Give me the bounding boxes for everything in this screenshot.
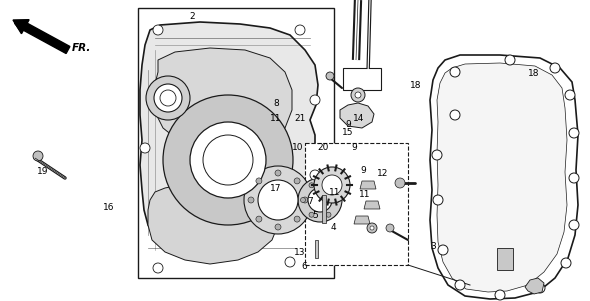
Circle shape — [295, 25, 305, 35]
Text: 7: 7 — [307, 197, 313, 206]
Circle shape — [326, 72, 334, 80]
Text: 9: 9 — [351, 143, 357, 152]
Circle shape — [140, 143, 150, 153]
Circle shape — [310, 95, 320, 105]
Circle shape — [370, 226, 374, 230]
Text: 17: 17 — [270, 184, 282, 193]
Polygon shape — [140, 22, 318, 258]
Circle shape — [294, 216, 300, 222]
Bar — [343, 68, 381, 90]
Circle shape — [326, 183, 331, 188]
Text: 11: 11 — [270, 114, 282, 123]
Text: 9: 9 — [360, 166, 366, 175]
Circle shape — [450, 67, 460, 77]
Circle shape — [256, 178, 262, 184]
Text: 18: 18 — [410, 81, 422, 90]
Text: 21: 21 — [294, 114, 306, 123]
Circle shape — [569, 173, 579, 183]
Circle shape — [153, 25, 163, 35]
Text: 8: 8 — [273, 99, 279, 108]
Circle shape — [505, 55, 515, 65]
Circle shape — [308, 188, 332, 212]
Circle shape — [248, 197, 254, 203]
Circle shape — [309, 183, 314, 188]
Circle shape — [190, 122, 266, 198]
Polygon shape — [148, 183, 278, 264]
Bar — [497, 248, 513, 270]
Circle shape — [160, 90, 176, 106]
Text: 6: 6 — [301, 262, 307, 271]
Circle shape — [300, 197, 306, 203]
Circle shape — [298, 178, 342, 222]
Polygon shape — [354, 216, 370, 224]
Text: 2: 2 — [189, 12, 195, 21]
Circle shape — [535, 283, 545, 293]
Circle shape — [163, 95, 293, 225]
Circle shape — [154, 84, 182, 112]
Text: 13: 13 — [294, 248, 306, 257]
Text: 12: 12 — [376, 169, 388, 178]
Circle shape — [285, 257, 295, 267]
Circle shape — [438, 245, 448, 255]
Circle shape — [275, 170, 281, 176]
Circle shape — [294, 178, 300, 184]
Polygon shape — [430, 55, 578, 299]
Circle shape — [146, 76, 190, 120]
Text: FR.: FR. — [72, 43, 91, 53]
Circle shape — [495, 290, 505, 300]
Circle shape — [203, 135, 253, 185]
Circle shape — [455, 280, 465, 290]
Text: 15: 15 — [342, 128, 354, 137]
Circle shape — [256, 216, 262, 222]
Circle shape — [335, 197, 339, 203]
Text: 9: 9 — [345, 120, 351, 129]
Text: 11: 11 — [359, 190, 371, 199]
Circle shape — [302, 197, 308, 203]
Circle shape — [432, 150, 442, 160]
Text: 18: 18 — [528, 69, 540, 78]
Text: 11: 11 — [329, 188, 341, 197]
Text: 5: 5 — [313, 211, 319, 220]
Text: 4: 4 — [330, 223, 336, 232]
Bar — [305, 143, 408, 265]
Polygon shape — [364, 201, 380, 209]
Text: 16: 16 — [103, 203, 115, 212]
Circle shape — [569, 128, 579, 138]
Polygon shape — [525, 278, 544, 294]
Circle shape — [355, 92, 361, 98]
Polygon shape — [340, 103, 374, 128]
Circle shape — [565, 90, 575, 100]
Circle shape — [395, 178, 405, 188]
Text: 3: 3 — [431, 242, 437, 251]
Circle shape — [450, 110, 460, 120]
Circle shape — [314, 167, 350, 203]
Polygon shape — [437, 63, 567, 292]
Text: 20: 20 — [317, 143, 329, 152]
Circle shape — [33, 151, 43, 161]
Text: 14: 14 — [353, 114, 365, 123]
Polygon shape — [360, 181, 376, 189]
Circle shape — [367, 223, 377, 233]
Circle shape — [550, 63, 560, 73]
Circle shape — [244, 166, 312, 234]
Circle shape — [258, 180, 298, 220]
Circle shape — [153, 263, 163, 273]
Circle shape — [322, 175, 342, 195]
Circle shape — [310, 170, 320, 180]
Bar — [315, 240, 318, 258]
Circle shape — [386, 224, 394, 232]
Text: 10: 10 — [292, 143, 304, 152]
Circle shape — [309, 212, 314, 217]
Circle shape — [275, 224, 281, 230]
FancyArrow shape — [13, 20, 70, 54]
Circle shape — [351, 88, 365, 102]
Circle shape — [569, 220, 579, 230]
Circle shape — [561, 258, 571, 268]
Circle shape — [433, 195, 443, 205]
Polygon shape — [153, 48, 292, 150]
Circle shape — [326, 212, 331, 217]
Bar — [322, 195, 326, 223]
Bar — [138, 8, 334, 278]
Text: 19: 19 — [37, 167, 49, 176]
